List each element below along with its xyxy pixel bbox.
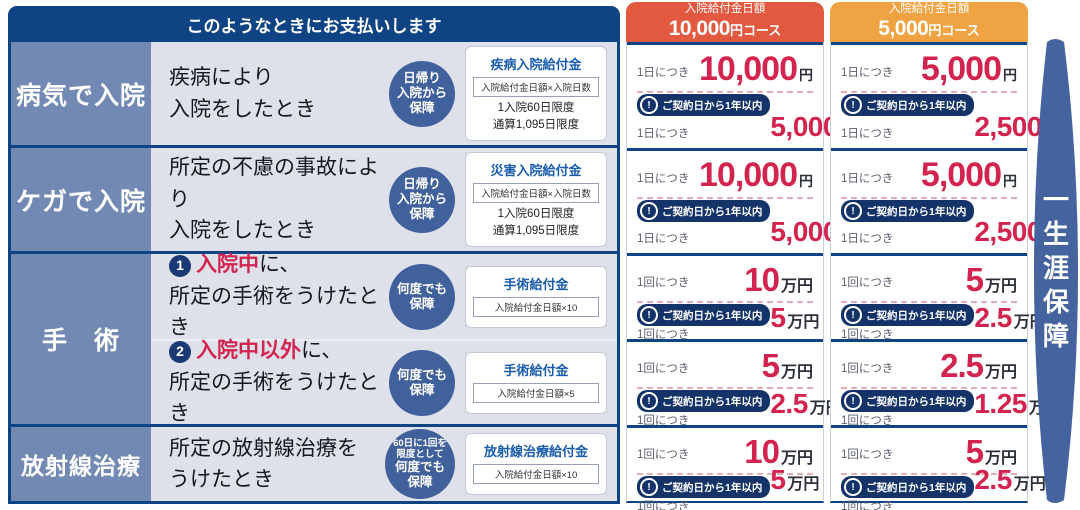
dashed-divider [841, 197, 1017, 199]
row-description: 疾病により 入院をしたとき [169, 66, 316, 121]
ribbon-shape [1034, 39, 1078, 503]
exclamation-icon: ! [844, 96, 862, 114]
benefit-detail-box: 災害入院給付金 入院給付金日額×入院日数 1入院60日限度 通算1,095日限度 [465, 152, 607, 247]
exclamation-icon: ! [640, 202, 658, 220]
first-year-badge: ! ご契約日から1年以内 [841, 200, 975, 222]
benefit-cell: 1日につき 10,000円 !ご契約日から1年以内 1日につき 5,000円 [627, 42, 854, 148]
benefit-cell: 1日につき 10,000円 !ご契約日から1年以内 1日につき 5,000円 [627, 148, 854, 253]
dashed-divider [841, 301, 1017, 303]
course-header-5000: 入院給付金日額 5,000円コース [830, 2, 1028, 42]
table-row-surgery: 手 術 1 入院中に、 所定の手術をうけたとき 何度でも 保障 手術給付金 [11, 251, 617, 425]
table-body: 病気で入院 疾病により 入院をしたとき 日帰り 入院から 保障 [8, 42, 620, 504]
row-description-cell: 所定の放射線治療を うけたとき 60日に1回を 限度として 何度でも 保障 放射… [151, 427, 617, 501]
benefit-detail-box: 放射線治療給付金 入院給付金日額×10 [465, 433, 607, 495]
row-description: 2 入院中以外に、 所定の手術をうけたとき [169, 339, 379, 426]
coverage-badge-circle: 何度でも 保障 [389, 263, 455, 330]
row-description-cell: 所定の不慮の事故により 入院をしたとき 日帰り 入院から 保障 災害入院給付金 … [151, 148, 617, 251]
benefit-detail-box: 手術給付金 入院給付金日額×5 [465, 351, 607, 414]
dashed-divider [637, 473, 813, 475]
table-row: 病気で入院 疾病により 入院をしたとき 日帰り 入院から 保障 [11, 42, 617, 145]
table-row: 放射線治療 所定の放射線治療を うけたとき 60日に1回を 限度として 何度でも… [11, 424, 617, 501]
row-description-cell: 1 入院中に、 所定の手術をうけたとき 何度でも 保障 手術給付金 入院給付金日額… [151, 253, 617, 339]
benefit-detail-box: 手術給付金 入院給付金日額×10 [465, 265, 607, 328]
coverage-badge-circle: 日帰り 入院から 保障 [389, 166, 455, 233]
row-label-surgery: 手 術 [11, 254, 151, 424]
benefit-detail-box: 疾病入院給付金 入院給付金日額×入院日数 1入院60日限度 通算1,095日限度 [465, 46, 607, 141]
first-year-badge: ! ご契約日から1年以内 [841, 94, 975, 116]
ribbon-label: 一生涯保障 [1039, 186, 1070, 356]
coverage-badge-circle: 60日に1回を 限度として 何度でも 保障 [385, 429, 455, 499]
coverage-badge-circle: 何度でも 保障 [389, 349, 455, 416]
row-description-cell: 疾病により 入院をしたとき 日帰り 入院から 保障 疾病入院給付金 入院給付金日… [151, 42, 617, 145]
course-column-10000: 入院給付金日額 10,000円コース 1日につき 10,000 円 ! ご契約日から… [626, 2, 854, 510]
first-year-badge: ! ご契約日から1年以内 [637, 390, 771, 412]
benefit-cell: 1日につき 5,000円 !ご契約日から1年以内 1日につき 2,500円 [831, 42, 1058, 148]
exclamation-icon: ! [640, 478, 658, 496]
dashed-divider [637, 197, 813, 199]
exclamation-icon: ! [844, 392, 862, 410]
dashed-divider [637, 91, 813, 93]
exclamation-icon: ! [640, 306, 658, 324]
row-description-cell: 2 入院中以外に、 所定の手術をうけたとき 何度でも 保障 手術給付金 入院給付金… [151, 339, 617, 425]
coverage-badge-circle: 日帰り 入院から 保障 [389, 60, 455, 127]
first-year-badge: ! ご契約日から1年以内 [637, 94, 771, 116]
benefit-cell: 1回につき 10 万円 ! ご契約日から1年以内 1回につき 5 万円 [627, 425, 823, 510]
circled-number-2: 2 [169, 340, 191, 363]
row-description: 1 入院中に、 所定の手術をうけたとき [169, 253, 379, 340]
first-year-badge: ! ご契約日から1年以内 [637, 304, 771, 326]
course-header-10000: 入院給付金日額 10,000円コース [626, 2, 824, 42]
first-year-badge: ! ご契約日から1年以内 [637, 476, 771, 498]
dashed-divider [841, 387, 1017, 389]
benefit-cell: 1回につき 2.5万円 !ご契約日から1年以内 1回につき 1.25万円 [831, 339, 1061, 427]
first-year-badge: ! ご契約日から1年以内 [841, 390, 975, 412]
row-label-radiation: 放射線治療 [11, 427, 151, 501]
dashed-divider [841, 91, 1017, 93]
table-header: このようなときにお支払いします [8, 6, 620, 42]
lifetime-coverage-ribbon: 一生涯保障 [1032, 36, 1078, 506]
dashed-divider [637, 387, 813, 389]
row-description: 所定の放射線治療を うけたとき [169, 436, 358, 492]
first-year-badge: ! ご契約日から1年以内 [637, 200, 771, 222]
benefit-cell: 1日につき 5,000円 !ご契約日から1年以内 1日につき 2,500円 [831, 148, 1058, 253]
course-column-5000: 入院給付金日額 5,000円コース 1日につき 5,000 円 ! ご契約日から1年… [830, 2, 1061, 510]
row-label-sickness: 病気で入院 [11, 42, 151, 145]
first-year-badge: ! ご契約日から1年以内 [841, 304, 975, 326]
exclamation-icon: ! [844, 306, 862, 324]
payout-conditions-table: このようなときにお支払いします 病気で入院 疾病により 入院をしたとき 日帰り … [8, 6, 620, 504]
exclamation-icon: ! [844, 478, 862, 496]
row-label-injury: ケガで入院 [11, 148, 151, 251]
circled-number-1: 1 [169, 254, 191, 277]
dashed-divider [841, 473, 1017, 475]
exclamation-icon: ! [640, 392, 658, 410]
row-description: 所定の不慮の事故により 入院をしたとき [169, 156, 379, 243]
benefit-cell: 1回につき 5 万円 ! ご契約日から1年以内 1回につき 2.5 万円 [831, 425, 1046, 510]
first-year-badge: ! ご契約日から1年以内 [841, 476, 975, 498]
benefit-cell: 1回につき 5 万円 ! ご契約日から1年以内 1回につき 2.5 万円 [627, 339, 842, 427]
table-row: ケガで入院 所定の不慮の事故により 入院をしたとき 日帰り 入院から 保障 [11, 145, 617, 251]
exclamation-icon: ! [640, 96, 658, 114]
benefit-cell: 1回につき 10 万円 ! ご契約日から1年以内 1回につき 5 万円 [627, 253, 823, 341]
dashed-divider [637, 301, 813, 303]
exclamation-icon: ! [844, 202, 862, 220]
benefit-cell: 1回につき 5 万円 ! ご契約日から1年以内 1回につき 2.5 万円 [831, 253, 1046, 341]
